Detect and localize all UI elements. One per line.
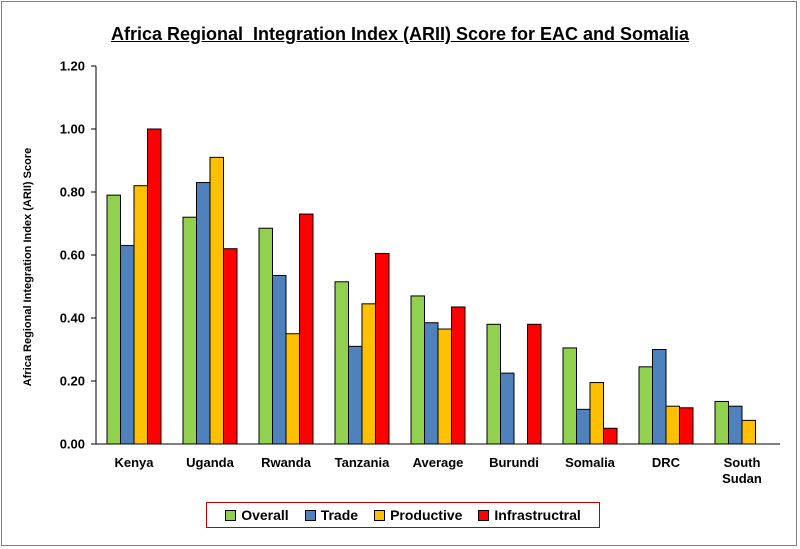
bar-productive-uganda: [209, 156, 224, 445]
y-axis-title: Africa Regional Integration Index (ARII)…: [22, 148, 34, 386]
bar-productive-south-sudan: [741, 419, 756, 445]
bar-trade-somalia: [576, 408, 591, 445]
chart-legend: Overall Trade Productive Infrastructral: [206, 502, 600, 528]
bar-overall-somalia: [562, 347, 577, 445]
bar-productive-tanzania: [361, 303, 376, 445]
bar-productive-average: [437, 328, 452, 445]
bar-overall-rwanda: [258, 227, 273, 445]
bar-trade-average: [424, 322, 439, 445]
legend-item-trade: Trade: [304, 507, 359, 523]
bar-trade-south-sudan: [728, 405, 743, 445]
bar-productive-kenya: [133, 185, 148, 445]
legend-swatch: [374, 509, 386, 521]
bar-overall-south-sudan: [714, 400, 729, 445]
legend-item-overall: Overall: [225, 507, 289, 523]
legend-label: Productive: [390, 507, 463, 523]
bar-infrastructral-burundi: [527, 323, 542, 445]
bar-productive-rwanda: [285, 333, 300, 445]
y-tick-label: 0.60: [60, 248, 85, 263]
chart-title: Africa Regional Integration Index (ARII)…: [110, 24, 690, 44]
bar-overall-uganda: [182, 216, 197, 445]
bar-productive-drc: [665, 405, 680, 445]
bar-trade-burundi: [500, 372, 515, 445]
bar-infrastructral-kenya: [147, 128, 162, 445]
legend-swatch: [225, 509, 237, 521]
x-category-label: Burundi: [489, 455, 539, 470]
bar-trade-tanzania: [348, 345, 363, 445]
bar-trade-drc: [652, 349, 667, 445]
bar-productive-somalia: [589, 382, 604, 445]
bar-overall-kenya: [106, 194, 121, 445]
legend-swatch: [478, 509, 490, 521]
bar-infrastructral-uganda: [223, 248, 238, 445]
x-category-label: Tanzania: [335, 455, 390, 470]
bar-overall-average: [410, 295, 425, 445]
legend-item-infrastructral: Infrastructral: [478, 507, 581, 523]
x-category-label: Sudan: [722, 471, 762, 486]
bar-infrastructral-drc: [679, 407, 694, 445]
bar-overall-burundi: [486, 323, 501, 445]
y-tick-label: 0.00: [60, 437, 85, 452]
bar-overall-drc: [638, 366, 653, 445]
x-category-label: Kenya: [114, 455, 154, 470]
legend-label: Overall: [241, 507, 289, 523]
bar-infrastructral-tanzania: [375, 252, 390, 445]
x-category-label: Somalia: [565, 455, 616, 470]
bar-trade-uganda: [196, 182, 211, 445]
x-category-label: DRC: [652, 455, 681, 470]
y-tick-label: 0.20: [60, 374, 85, 389]
legend-label: Infrastructral: [494, 507, 581, 523]
legend-swatch: [304, 509, 316, 521]
x-category-label: Rwanda: [261, 455, 312, 470]
y-tick-label: 1.00: [60, 122, 85, 137]
bar-infrastructral-somalia: [603, 427, 618, 445]
x-category-label: Average: [413, 455, 464, 470]
bar-trade-rwanda: [272, 274, 287, 445]
bar-overall-tanzania: [334, 281, 349, 445]
legend-item-productive: Productive: [374, 507, 462, 523]
y-tick-label: 0.80: [60, 185, 85, 200]
bar-infrastructral-average: [451, 306, 466, 445]
bar-trade-kenya: [120, 245, 135, 445]
y-tick-label: 1.20: [60, 59, 85, 74]
bar-infrastructral-rwanda: [299, 213, 314, 445]
x-category-label: South: [724, 455, 761, 470]
y-tick-label: 0.40: [60, 311, 85, 326]
x-category-label: Uganda: [186, 455, 234, 470]
legend-label: Trade: [320, 507, 359, 523]
